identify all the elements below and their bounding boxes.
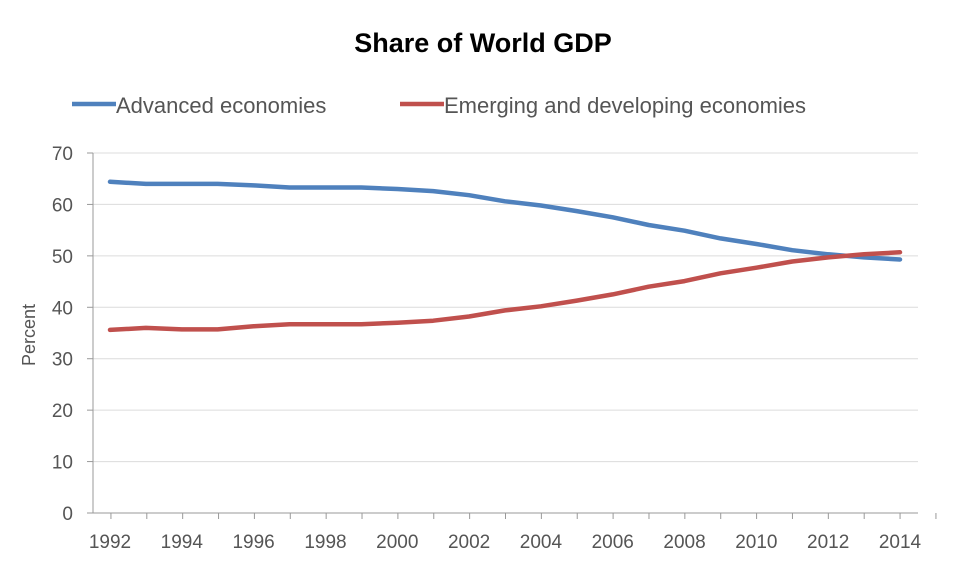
x-tick-label: 2012	[807, 532, 849, 553]
x-tick-label: 2006	[592, 532, 634, 553]
legend: Advanced economies Emerging and developin…	[72, 93, 806, 118]
axes: 0 10 20 30 40 50 60 70 1992 1994 1996 1998 2000 2002 2…	[52, 144, 937, 553]
x-tick-label: 2000	[376, 532, 418, 553]
y-tick-label: 0	[62, 504, 73, 525]
series-line-emerging	[107, 250, 903, 333]
x-tick-label: 1998	[304, 532, 346, 553]
y-tick-label: 20	[52, 401, 73, 422]
x-tick-label: 1996	[232, 532, 274, 553]
legend-label: Emerging and developing economies	[444, 93, 806, 118]
series-lines	[107, 179, 903, 333]
y-tick-label: 60	[52, 195, 73, 216]
x-tick-label: 2014	[879, 532, 922, 553]
y-tick-label: 50	[52, 247, 73, 268]
series-line-advanced	[107, 179, 903, 262]
x-tick-label: 2008	[663, 532, 705, 553]
x-tick-label: 2004	[520, 532, 563, 553]
x-tick-label: 1994	[161, 532, 204, 553]
x-tick-label: 2002	[448, 532, 490, 553]
chart-title: Share of World GDP	[354, 28, 612, 58]
y-tick-label: 10	[52, 453, 73, 474]
gridlines	[93, 152, 918, 463]
y-tick-label: 30	[52, 350, 73, 371]
y-tick-label: 40	[52, 298, 73, 319]
y-axis-label: Percent	[19, 304, 39, 366]
x-tick-label: 1992	[89, 532, 131, 553]
legend-label: Advanced economies	[116, 93, 326, 118]
y-tick-label: 70	[52, 144, 73, 165]
x-tick-label: 2010	[735, 532, 777, 553]
